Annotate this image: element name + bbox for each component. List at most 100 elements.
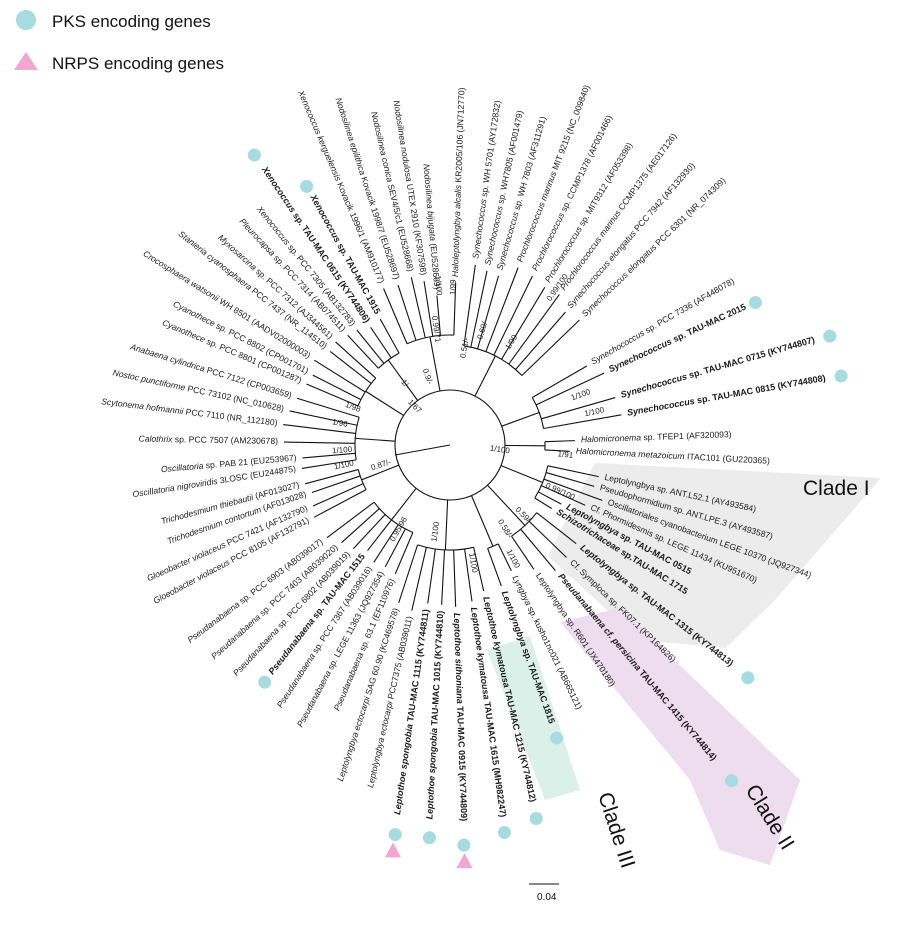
internal-branch [429, 336, 441, 392]
support-value: 1/100 [584, 405, 606, 418]
internal-branch [361, 464, 400, 481]
leaf-branch [314, 359, 366, 393]
leaf-branch [398, 544, 419, 604]
leaf-branch [535, 372, 605, 406]
pks-marker-icon [497, 825, 511, 839]
leaf-genus: Synechococcus [620, 372, 689, 401]
leaf-genus: Synechococcus [626, 396, 695, 418]
pks-marker-icon [457, 838, 471, 852]
support-value: 1/100 [505, 548, 523, 570]
leaf-branch [545, 472, 595, 487]
pks-marker-icon [834, 369, 848, 383]
leaf-branch [477, 275, 500, 350]
leaf-label: Synechococcus elongatus PCC 7942 (AF1329… [565, 161, 697, 311]
support-value: 0.99/71 [430, 315, 443, 343]
support-value: 1/91 [557, 449, 574, 460]
leaf-branch [313, 489, 367, 518]
tree-root-ring [394, 389, 506, 501]
leaf-branch [520, 528, 556, 571]
pks-legend-label: PKS encoding genes [52, 12, 211, 31]
internal-branch [391, 488, 417, 521]
leaf-branch [289, 410, 358, 426]
leaf-branch [379, 318, 400, 354]
pks-marker-icon [258, 675, 272, 689]
leaf-detail: (EU528669) [428, 241, 442, 291]
clade2-background [560, 608, 800, 865]
leaf-genus: Halomicronema metazoicum [576, 446, 685, 462]
pks-legend-circle-icon [16, 10, 36, 30]
scale-bar-label: 0.04 [537, 892, 557, 903]
leaf-detail: KR2005/106 (JN712770) [453, 87, 466, 185]
leaf-branch [493, 275, 533, 356]
leaf-branch [284, 441, 356, 444]
internal-branch [365, 390, 404, 416]
leaf-branch [528, 521, 567, 558]
leaf-branch [370, 326, 392, 359]
leaf-branch [341, 508, 380, 544]
leaf-branch [312, 374, 362, 401]
leaf-genus: Leptothoe spongobia [425, 728, 440, 820]
internal-node-arc [406, 334, 454, 345]
support-value: 1/100 [467, 552, 479, 574]
support-value: 1/100 [489, 444, 511, 456]
leaf-branch [312, 483, 364, 507]
leaf-branch [521, 319, 580, 376]
leaf-branch [423, 280, 434, 337]
leaf-genus: Leptothoe sithoniana [451, 613, 464, 704]
internal-branch [474, 355, 496, 397]
leaf-branch [470, 270, 488, 348]
leaf-genus: Oscillatoria nigroviridis [132, 476, 219, 499]
support-value: 1/100 [570, 387, 592, 402]
support-value: 1/100 [333, 458, 355, 471]
internal-branch [501, 411, 540, 427]
clade3-background [487, 636, 580, 800]
support-value: 0.99/100 [544, 481, 577, 502]
support-value: 1/100 [332, 445, 353, 455]
nrps-marker-icon [385, 842, 402, 858]
support-value: 0.87/- [370, 457, 393, 472]
leaf-genus: Scytonema hofmannii [101, 396, 185, 416]
support-value: 0.51/- [458, 337, 470, 359]
leaf-genus: Nostoc punctiforme [112, 368, 187, 393]
pks-marker-icon [725, 774, 739, 788]
leaf-genus: Nodosilinea conica [369, 111, 395, 184]
leaf-genus: Gloeobacter violaceus [145, 539, 227, 583]
leaf-branch [543, 414, 622, 430]
leaf-label: Leptothoe spongobia TAU-MAC 1015 (KY7448… [425, 610, 446, 819]
leaf-detail: ITAC101 (GU220365) [684, 452, 770, 466]
leaf-branch [464, 548, 473, 602]
support-value: 1/67 [406, 398, 424, 416]
leaf-detail: sp. TFEP1 (AF320093) [641, 429, 732, 442]
leaf-branch [411, 547, 427, 611]
leaf-detail: TAU-MAC 1015 (KY744810) [430, 610, 446, 728]
leaf-detail: sp. PCC 7507 (AM230678) [172, 434, 278, 446]
leaf-branch [508, 294, 560, 365]
leaf-branch [541, 485, 586, 506]
internal-branch [500, 465, 543, 483]
leaf-label: Halomicronema metazoicum ITAC101 (GU2203… [576, 446, 771, 466]
leaf-branch [501, 286, 546, 360]
leaf-detail: sp. TAU-MAC 0815 (KY744808) [694, 373, 827, 406]
leaf-genus: Calothrix [138, 434, 173, 445]
pks-marker-icon [422, 831, 436, 845]
leaf-branch [373, 524, 399, 563]
leaf-label: Halomicronema sp. TFEP1 (AF320093) [581, 429, 732, 444]
internal-branch [470, 495, 494, 547]
leaf-detail: PCC 6301 (NR_074309) [652, 176, 728, 250]
leaf-branch [531, 365, 588, 398]
leaf-branch [543, 478, 603, 501]
leaf-branch [544, 449, 570, 452]
clade1-label: Clade I [803, 477, 870, 500]
leaf-branch [511, 535, 535, 570]
internal-branch [487, 484, 526, 526]
nrps-marker-icon [456, 853, 473, 869]
leaf-branch [453, 283, 457, 336]
leaf-genus: Nodosilinea epilithica [333, 96, 368, 176]
leaf-branch [436, 295, 441, 336]
leaf-branch [383, 288, 408, 344]
leaf-genus: Haloleptolyngbya alcalis [450, 184, 463, 277]
leaf-label: Haloleptolyngbya alcalis KR2005/106 (JN7… [450, 87, 467, 277]
internal-branch [387, 359, 419, 401]
leaf-branch [352, 514, 386, 550]
